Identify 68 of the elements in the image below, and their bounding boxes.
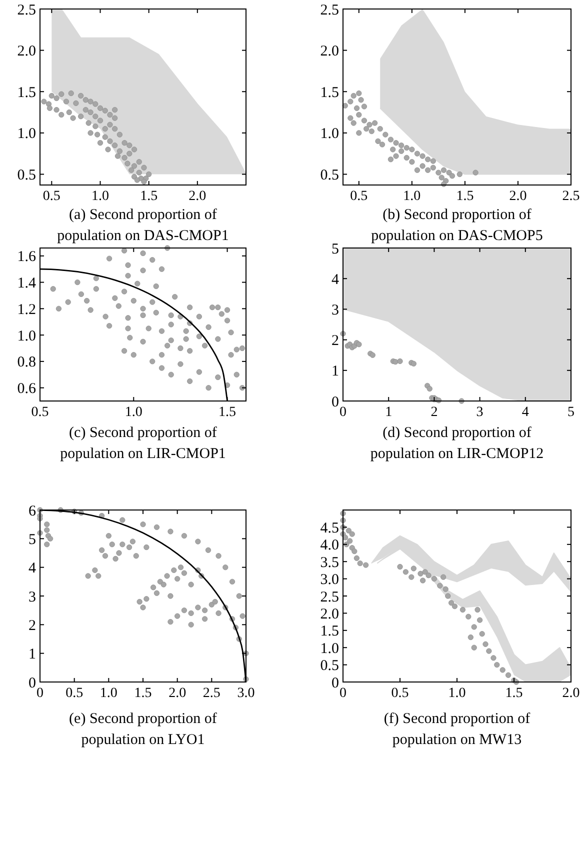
y-tick-label: 2.0 [320, 606, 339, 622]
y-tick-label: 2.5 [320, 589, 339, 606]
y-tick-label: 0.5 [17, 168, 36, 184]
y-tick-label: 3.5 [320, 554, 339, 571]
y-tick-label: 0.8 [17, 354, 36, 371]
y-tick-label: 4 [332, 272, 340, 288]
y-tick-label: 2.0 [17, 44, 36, 60]
y-tick-label: 1 [332, 364, 339, 380]
x-tick-label: 0.5 [391, 686, 409, 701]
x-tick-label: 1.0 [91, 189, 109, 204]
text: (d) Second proportion of population on LIR-CMOP12 [370, 425, 544, 462]
x-tick-label: 2.5 [562, 189, 580, 204]
y-tick-label: 1.4 [17, 276, 36, 292]
y-tick-label: 6 [28, 503, 36, 520]
x-tick-label: 1 [385, 405, 392, 420]
y-tick-label: 1.5 [17, 84, 36, 101]
y-tick-label: 4.5 [320, 520, 339, 536]
y-tick-label: 1.0 [320, 126, 339, 142]
y-tick-label: 0.5 [320, 168, 339, 184]
x-tick-label: 2.0 [509, 189, 527, 204]
y-tick-label: 0.5 [320, 658, 339, 674]
x-tick-label: 2.0 [168, 686, 186, 701]
y-tick-label: 2 [28, 618, 36, 634]
y-tick-label: 1.5 [320, 624, 339, 640]
y-tick-label: 4.0 [320, 538, 339, 554]
y-tick-label: 1.6 [17, 249, 36, 266]
text: (b) Second proportion of population on DAS-CMOP5 [371, 207, 543, 244]
x-tick-label: 0.5 [42, 189, 60, 204]
x-tick-label: 5 [568, 405, 574, 420]
x-tick-label: 1.5 [505, 686, 523, 701]
y-tick-label: 2.5 [320, 2, 339, 18]
x-tick-label: 1.0 [448, 686, 466, 701]
x-tick-label: 3 [476, 405, 484, 420]
x-tick-label: 1.5 [134, 686, 152, 701]
x-tick-label: 3.0 [237, 686, 255, 701]
y-tick-label: 1.2 [17, 302, 36, 318]
text: (a) Second proportion of population on DAS-CMOP1 [57, 207, 229, 244]
x-tick-label: 1.5 [218, 405, 236, 420]
y-tick-label: 2 [332, 333, 339, 350]
text: (e) Second proportion of population on LYO1 [69, 711, 217, 748]
x-tick-label: 2.0 [562, 686, 580, 701]
y-tick-label: 2.0 [320, 44, 339, 60]
x-tick-label: 2 [430, 405, 438, 420]
x-tick-label: 4 [522, 405, 529, 420]
text: (f) Second proportion of population on MW13 [384, 711, 530, 748]
x-tick-label: 2.0 [188, 189, 206, 204]
y-tick-label: 2.5 [17, 2, 36, 18]
x-tick-label: 0.5 [66, 686, 84, 701]
y-tick-label: 4 [28, 560, 36, 577]
y-tick-label: 1.0 [17, 328, 36, 344]
y-tick-label: 5 [332, 241, 339, 258]
y-tick-label: 3 [332, 302, 339, 318]
text: (c) Second proportion of population on LIR-CMOP1 [60, 425, 226, 462]
y-tick-label: 1.0 [320, 640, 339, 657]
x-tick-label: 1.5 [456, 189, 474, 204]
y-tick-label: 3.0 [320, 572, 339, 588]
x-tick-label: 0.5 [350, 189, 368, 204]
y-tick-label: 1.5 [320, 84, 339, 101]
x-tick-label: 1.0 [124, 405, 142, 420]
y-tick-label: 1.0 [17, 126, 36, 142]
y-tick-label: 1 [28, 646, 36, 663]
y-tick-label: 5 [28, 532, 36, 548]
x-tick-label: 1.0 [100, 686, 118, 701]
x-tick-label: 1.5 [140, 189, 158, 204]
x-tick-label: 2.5 [202, 686, 220, 701]
y-tick-label: 0.6 [17, 381, 36, 398]
x-tick-label: 1.0 [403, 189, 421, 204]
y-tick-label: 3 [28, 589, 36, 606]
